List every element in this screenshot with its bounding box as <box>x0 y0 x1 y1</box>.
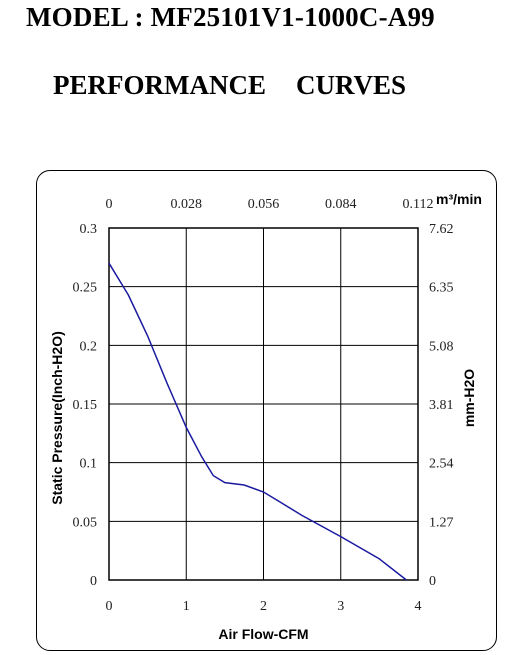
x-axis-label: Air Flow-CFM <box>218 626 308 642</box>
x-tick-label: 4 <box>415 599 422 614</box>
performance-word: PERFORMANCE <box>53 70 266 100</box>
y-tick-label: 0.3 <box>80 222 98 237</box>
plot-border <box>108 227 419 581</box>
y2-tick-label: 0 <box>429 574 436 589</box>
pressure-flow-curve <box>108 262 407 581</box>
x2-tick-label: 0.112 <box>403 197 434 212</box>
x2-tick-label: 0.084 <box>325 197 357 212</box>
x-tick-label: 1 <box>183 599 190 614</box>
performance-curves-title: PERFORMANCE CURVES <box>0 70 517 101</box>
y2-axis-label: mm-H2O <box>461 369 477 427</box>
grid-lines <box>109 228 418 580</box>
y-tick-label: 0.05 <box>73 515 98 530</box>
y2-tick-label: 5.08 <box>429 339 454 354</box>
y-tick-label: 0.1 <box>80 457 98 472</box>
y-tick-label: 0.15 <box>73 398 98 413</box>
y2-tick-label: 7.62 <box>429 222 454 237</box>
x2-axis-label: m³/min <box>436 191 482 207</box>
curves-word: CURVES <box>295 70 407 100</box>
x2-tick-label: 0 <box>106 197 113 212</box>
y2-tick-label: 3.81 <box>429 398 454 413</box>
y-tick-label: 0.2 <box>80 339 98 354</box>
y2-tick-label: 1.27 <box>429 515 454 530</box>
y2-tick-label: 6.35 <box>429 281 454 296</box>
x2-tick-label: 0.056 <box>248 197 280 212</box>
y-axis-label: Static Pressure(Inch-H2O) <box>49 331 65 505</box>
y-tick-label: 0 <box>90 574 97 589</box>
x2-tick-label: 0.028 <box>171 197 203 212</box>
chart-frame <box>36 170 497 651</box>
y-tick-label: 0.25 <box>73 281 98 296</box>
tick-labels: 0 1 2 3 40 0.028 0.056 0.084 0.11200.050.10.150.… <box>73 197 454 614</box>
model-title: MODEL : MF25101V1-1000C-A99 <box>26 2 435 32</box>
x-tick-label: 0 <box>106 599 113 614</box>
x-tick-label: 3 <box>337 599 344 614</box>
y2-tick-label: 2.54 <box>429 457 454 472</box>
x-tick-label: 2 <box>260 599 267 614</box>
